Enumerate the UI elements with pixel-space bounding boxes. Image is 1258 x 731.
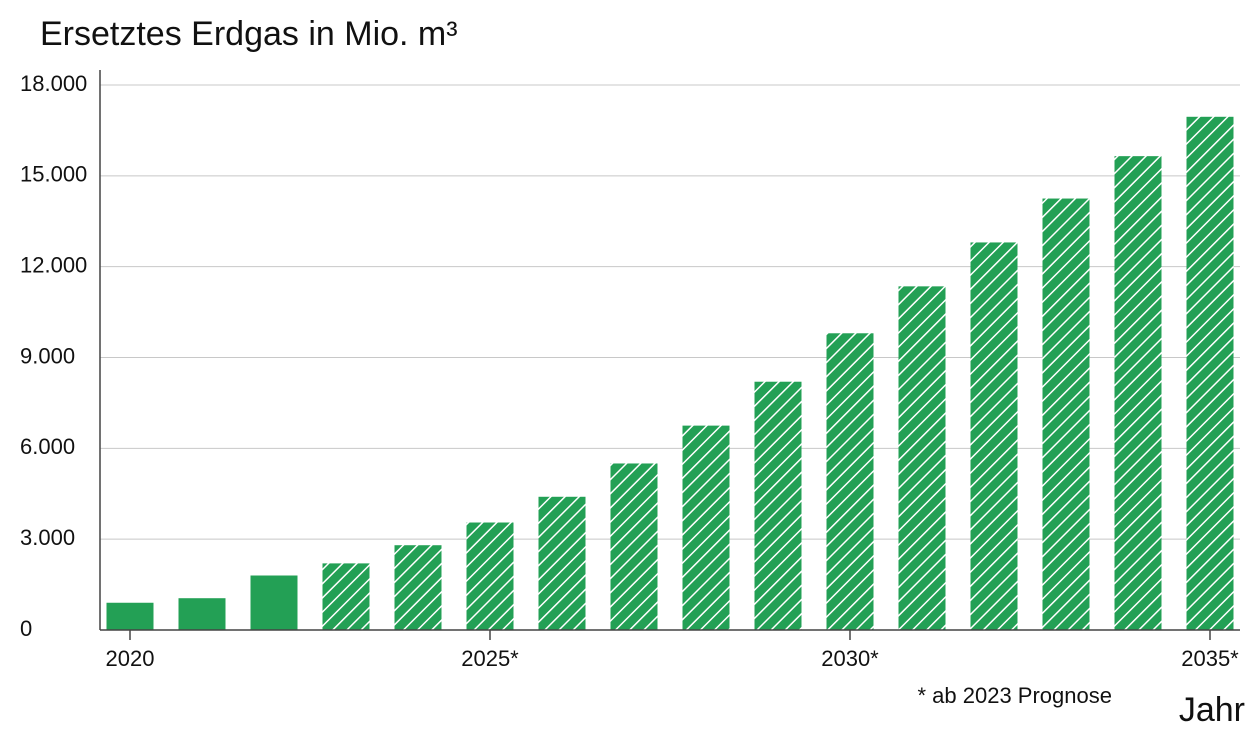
x-tick-label: 2025*	[461, 646, 519, 671]
bar	[1042, 198, 1090, 630]
y-tick-label: 9.000	[20, 343, 75, 368]
y-tick-label: 18.000	[20, 71, 87, 96]
chart-title: Ersetztes Erdgas in Mio. m³	[40, 15, 458, 53]
bar	[898, 286, 946, 630]
x-axis-label: Jahr	[1179, 691, 1245, 729]
x-tick-label: 2020	[106, 646, 155, 671]
bar	[538, 496, 586, 630]
bar	[394, 545, 442, 630]
x-tick-label: 2035*	[1181, 646, 1239, 671]
bar	[466, 522, 514, 630]
bar	[178, 598, 226, 630]
bar	[322, 563, 370, 630]
x-tick-label: 2030*	[821, 646, 879, 671]
bar	[1114, 156, 1162, 630]
bar	[250, 575, 298, 630]
bar	[1186, 116, 1234, 630]
bar	[682, 425, 730, 630]
bar	[106, 602, 154, 630]
y-tick-label: 12.000	[20, 252, 87, 277]
bar	[754, 381, 802, 630]
bar	[970, 242, 1018, 630]
y-tick-label: 6.000	[20, 434, 75, 459]
y-tick-label: 15.000	[20, 162, 87, 187]
bar	[610, 463, 658, 630]
annotation: * ab 2023 Prognose	[918, 683, 1113, 708]
y-tick-label: 3.000	[20, 525, 75, 550]
y-tick-label: 0	[20, 616, 32, 641]
bar	[826, 333, 874, 630]
